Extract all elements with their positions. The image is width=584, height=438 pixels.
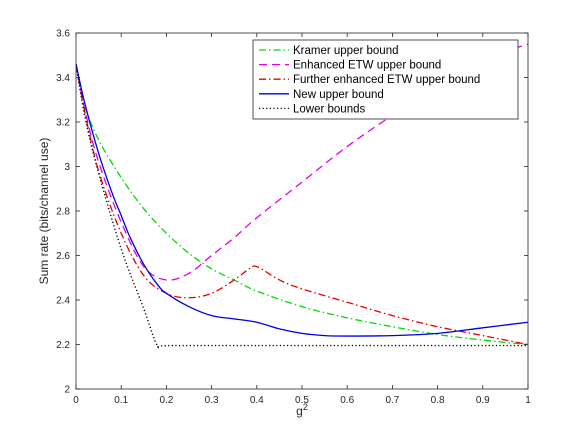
y-tick-label: 2 [64, 385, 70, 396]
y-tick-label: 3.6 [56, 29, 70, 40]
series-line-4 [76, 64, 528, 337]
y-tick-label: 3.2 [56, 118, 70, 129]
x-tick-label: 0.8 [431, 395, 445, 406]
legend-label: New upper bound [293, 89, 384, 101]
x-axis-ticks [75, 33, 529, 389]
y-tick-label: 2.2 [56, 340, 70, 351]
y-tick-label: 2.4 [56, 296, 70, 307]
legend-label: Further enhanced ETW upper bound [293, 74, 480, 86]
x-tick-label: 0.7 [385, 395, 399, 406]
y-tick-label: 2.8 [56, 207, 70, 218]
x-axis-tick-labels: 0 0.1 0.2 0.3 0.4 0.5 0.6 0.7 0.8 0.9 1 [73, 395, 531, 406]
y-tick-label: 3.4 [56, 73, 70, 84]
x-axis-label: g2 [296, 402, 308, 418]
y-axis-label: Sum rate (bits/channel use) [37, 138, 51, 285]
x-tick-label: 1 [525, 395, 531, 406]
series-line-1 [76, 64, 528, 346]
x-axis-label-base: g [296, 404, 303, 418]
legend-label: Kramer upper bound [293, 45, 398, 57]
legend: Kramer upper bound Enhanced ETW upper bou… [252, 39, 519, 120]
x-tick-label: 0.5 [295, 395, 309, 406]
y-tick-label: 3 [64, 162, 70, 173]
y-tick-label: 2.6 [56, 251, 70, 262]
legend-box [252, 39, 519, 120]
y-axis-tick-labels: 2 2.2 2.4 2.6 2.8 3 3.2 3.4 3.6 [56, 29, 70, 396]
legend-label: Enhanced ETW upper bound [293, 60, 441, 72]
x-tick-label: 0.4 [250, 395, 264, 406]
legend-label: Lower bounds [293, 103, 365, 115]
x-tick-label: 0.3 [205, 395, 219, 406]
x-axis-label-superscript: 2 [303, 402, 308, 412]
y-axis-ticks [76, 32, 528, 390]
x-tick-label: 0.2 [159, 395, 173, 406]
series-line-3 [76, 64, 528, 346]
x-tick-label: 0.1 [114, 395, 128, 406]
x-tick-label: 0.9 [476, 395, 490, 406]
x-tick-label: 0.6 [340, 395, 354, 406]
x-tick-label: 0 [73, 395, 79, 406]
